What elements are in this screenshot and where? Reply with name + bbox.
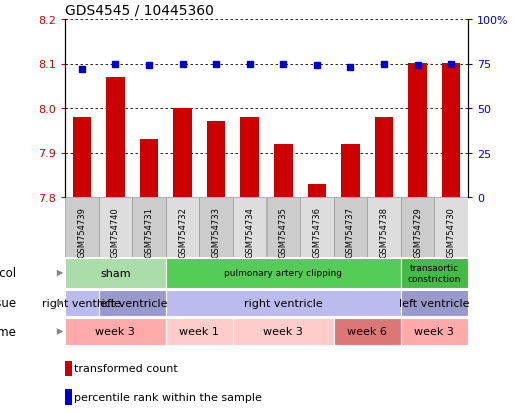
- Bar: [106, 78, 125, 197]
- Text: GSM754739: GSM754739: [77, 206, 86, 257]
- Text: GSM754730: GSM754730: [447, 206, 456, 257]
- Text: sham: sham: [100, 268, 131, 278]
- Bar: [200, 197, 233, 257]
- Bar: [308, 184, 326, 197]
- Text: transaortic
constriction: transaortic constriction: [408, 263, 461, 283]
- Bar: [72, 118, 91, 197]
- Bar: [207, 122, 225, 197]
- Bar: [333, 197, 367, 257]
- Text: time: time: [0, 325, 16, 338]
- Text: pulmonary artery clipping: pulmonary artery clipping: [224, 269, 342, 278]
- Bar: [367, 197, 401, 257]
- Bar: [166, 318, 233, 345]
- Text: week 3: week 3: [263, 327, 303, 337]
- Text: GSM754733: GSM754733: [212, 206, 221, 257]
- Bar: [375, 118, 393, 197]
- Bar: [65, 318, 166, 345]
- Bar: [132, 197, 166, 257]
- Text: tissue: tissue: [0, 297, 16, 310]
- Text: right ventricle: right ventricle: [43, 298, 121, 308]
- Bar: [274, 144, 292, 197]
- Text: GDS4545 / 10445360: GDS4545 / 10445360: [65, 3, 214, 17]
- Text: GSM754734: GSM754734: [245, 206, 254, 257]
- Bar: [401, 318, 468, 345]
- Text: protocol: protocol: [0, 267, 16, 280]
- Bar: [233, 318, 333, 345]
- Bar: [435, 197, 468, 257]
- Text: left ventricle: left ventricle: [399, 298, 470, 308]
- Bar: [98, 290, 166, 316]
- Text: transformed count: transformed count: [74, 363, 177, 373]
- Text: GSM754738: GSM754738: [380, 206, 388, 257]
- Text: left ventricle: left ventricle: [97, 298, 167, 308]
- Text: GSM754736: GSM754736: [312, 206, 321, 257]
- Bar: [140, 140, 158, 197]
- Bar: [266, 197, 300, 257]
- Bar: [233, 197, 266, 257]
- Text: GSM754731: GSM754731: [145, 206, 153, 257]
- Bar: [65, 389, 72, 404]
- Bar: [401, 197, 435, 257]
- Text: GSM754737: GSM754737: [346, 206, 355, 257]
- Text: week 1: week 1: [180, 327, 219, 337]
- Text: percentile rank within the sample: percentile rank within the sample: [74, 392, 262, 402]
- Text: week 3: week 3: [95, 327, 135, 337]
- Text: GSM754732: GSM754732: [178, 206, 187, 257]
- Bar: [333, 318, 401, 345]
- Bar: [166, 259, 401, 288]
- Bar: [65, 290, 98, 316]
- Bar: [408, 64, 427, 197]
- Text: GSM754735: GSM754735: [279, 206, 288, 257]
- Text: week 3: week 3: [415, 327, 455, 337]
- Bar: [173, 109, 192, 197]
- Bar: [300, 197, 333, 257]
- Bar: [341, 144, 360, 197]
- Bar: [401, 259, 468, 288]
- Bar: [65, 197, 98, 257]
- Bar: [65, 361, 72, 376]
- Text: GSM754729: GSM754729: [413, 206, 422, 257]
- Bar: [166, 290, 401, 316]
- Bar: [442, 64, 461, 197]
- Text: week 6: week 6: [347, 327, 387, 337]
- Text: GSM754740: GSM754740: [111, 206, 120, 257]
- Bar: [98, 197, 132, 257]
- Bar: [241, 118, 259, 197]
- Text: right ventricle: right ventricle: [244, 298, 323, 308]
- Bar: [401, 290, 468, 316]
- Bar: [65, 259, 166, 288]
- Bar: [166, 197, 200, 257]
